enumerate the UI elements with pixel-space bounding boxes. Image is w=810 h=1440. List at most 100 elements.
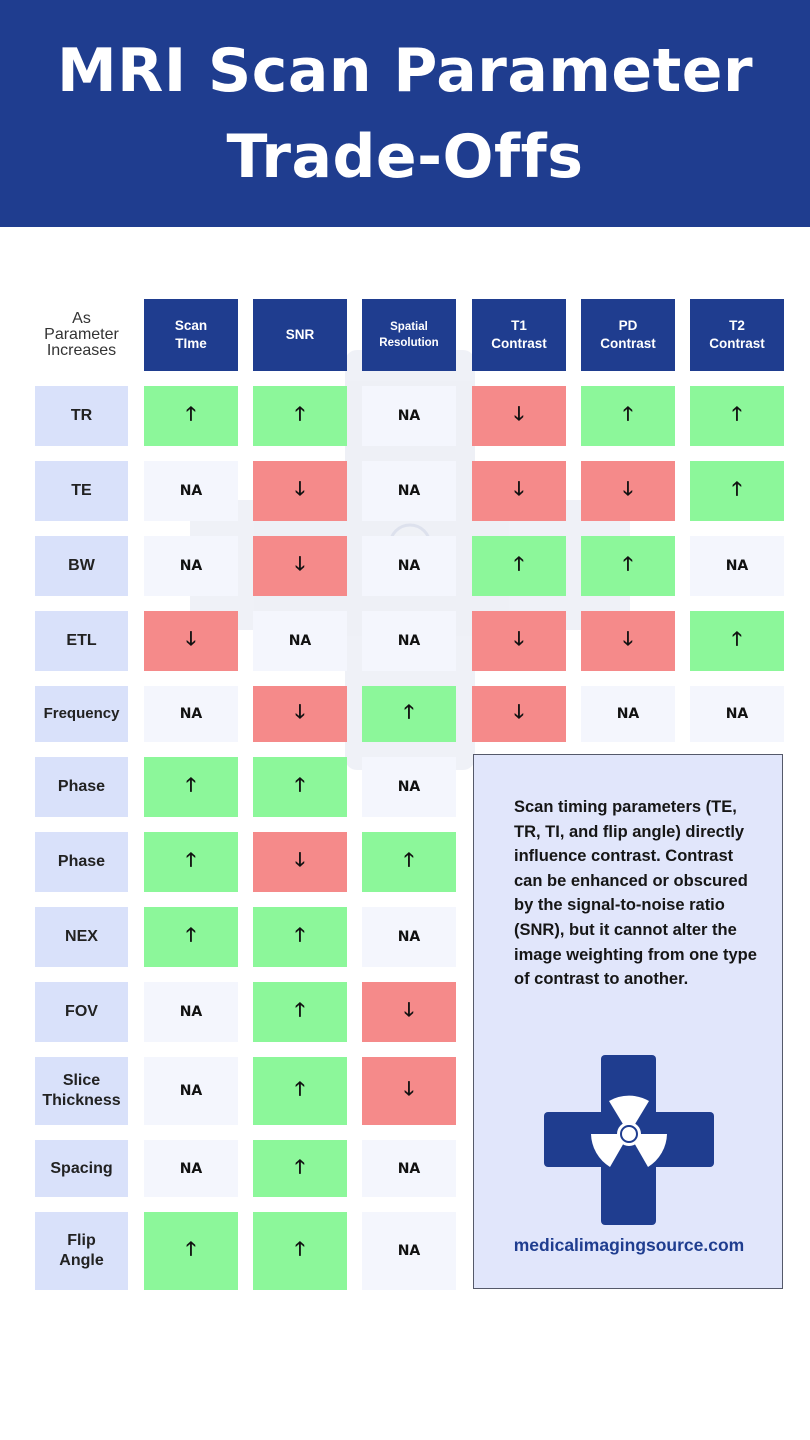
na-label: NA [397, 779, 421, 795]
row-header: Phase [35, 832, 128, 892]
na-cell: NA [362, 536, 456, 596]
na-cell: NA [144, 1057, 238, 1125]
decrease-cell: 🡓 [581, 461, 675, 521]
row-header: NEX [35, 907, 128, 967]
column-header: T2 Contrast [690, 299, 784, 371]
na-label: NA [397, 929, 421, 945]
arrow-down-icon: 🡓 [514, 701, 524, 723]
arrow-up-icon: 🡑 [186, 849, 196, 871]
decrease-cell: 🡓 [472, 686, 566, 742]
info-panel: Scan timing parameters (TE, TR, TI, and … [473, 754, 783, 1289]
na-cell: NA [362, 386, 456, 446]
arrow-up-icon: 🡑 [295, 1238, 305, 1260]
arrow-down-icon: 🡓 [295, 849, 305, 871]
arrow-down-icon: 🡓 [295, 701, 305, 723]
header-banner: MRI Scan Parameter Trade-Offs [0, 0, 810, 227]
arrow-up-icon: 🡑 [295, 1078, 305, 1100]
column-header: T1 Contrast [472, 299, 566, 371]
na-label: NA [616, 706, 640, 722]
na-label: NA [397, 633, 421, 649]
arrow-up-icon: 🡑 [404, 701, 414, 723]
row-header: Flip Angle [35, 1212, 128, 1290]
na-cell: NA [144, 536, 238, 596]
arrow-up-icon: 🡑 [732, 478, 742, 500]
row-header: FOV [35, 982, 128, 1042]
na-cell: NA [362, 1212, 456, 1290]
arrow-up-icon: 🡑 [186, 1238, 196, 1260]
increase-cell: 🡑 [362, 832, 456, 892]
decrease-cell: 🡓 [472, 461, 566, 521]
increase-cell: 🡑 [144, 757, 238, 817]
increase-cell: 🡑 [253, 982, 347, 1042]
na-cell: NA [362, 907, 456, 967]
arrow-up-icon: 🡑 [732, 403, 742, 425]
na-cell: NA [362, 757, 456, 817]
na-cell: NA [144, 1140, 238, 1197]
arrow-up-icon: 🡑 [295, 1155, 305, 1178]
arrow-down-icon: 🡓 [404, 1078, 414, 1100]
increase-cell: 🡑 [253, 1140, 347, 1197]
row-header: Spacing [35, 1140, 128, 1197]
arrow-down-icon: 🡓 [623, 478, 633, 500]
increase-cell: 🡑 [690, 461, 784, 521]
decrease-cell: 🡓 [581, 611, 675, 671]
arrow-up-icon: 🡑 [295, 924, 305, 946]
increase-cell: 🡑 [253, 1057, 347, 1125]
website-link[interactable]: medicalimagingsource.com [513, 1235, 745, 1255]
na-cell: NA [144, 461, 238, 521]
na-label: NA [397, 1160, 421, 1177]
column-header: SNR [253, 299, 347, 371]
increase-cell: 🡑 [253, 386, 347, 446]
na-label: NA [179, 1083, 203, 1099]
arrow-down-icon: 🡓 [295, 553, 305, 575]
na-label: NA [179, 1004, 203, 1020]
corner-label: As Parameter Increases [44, 310, 119, 359]
increase-cell: 🡑 [144, 907, 238, 967]
increase-cell: 🡑 [472, 536, 566, 596]
arrow-down-icon: 🡓 [295, 478, 305, 500]
arrow-up-icon: 🡑 [514, 553, 524, 575]
column-header: Scan TIme [144, 299, 238, 371]
increase-cell: 🡑 [253, 1212, 347, 1290]
na-cell: NA [581, 686, 675, 742]
na-label: NA [179, 1160, 203, 1177]
na-cell: NA [253, 611, 347, 671]
increase-cell: 🡑 [253, 757, 347, 817]
na-cell: NA [362, 461, 456, 521]
na-label: NA [725, 558, 749, 574]
row-header: TR [35, 386, 128, 446]
na-label: NA [179, 483, 203, 499]
na-label: NA [179, 558, 203, 574]
info-text: Scan timing parameters (TE, TR, TI, and … [514, 798, 757, 989]
decrease-cell: 🡓 [253, 461, 347, 521]
arrow-up-icon: 🡑 [186, 774, 196, 796]
increase-cell: 🡑 [253, 907, 347, 967]
na-cell: NA [144, 686, 238, 742]
row-header: Slice Thickness [35, 1057, 128, 1125]
na-cell: NA [362, 611, 456, 671]
row-header: Frequency [35, 686, 128, 742]
row-header: ETL [35, 611, 128, 671]
column-header: PD Contrast [581, 299, 675, 371]
increase-cell: 🡑 [581, 386, 675, 446]
arrow-down-icon: 🡓 [186, 628, 196, 650]
arrow-up-icon: 🡑 [623, 403, 633, 425]
decrease-cell: 🡓 [362, 1057, 456, 1125]
na-label: NA [725, 706, 749, 722]
increase-cell: 🡑 [690, 386, 784, 446]
decrease-cell: 🡓 [144, 611, 238, 671]
arrow-down-icon: 🡓 [404, 999, 414, 1021]
increase-cell: 🡑 [581, 536, 675, 596]
increase-cell: 🡑 [362, 686, 456, 742]
arrow-up-icon: 🡑 [295, 999, 305, 1021]
na-label: NA [179, 706, 203, 722]
decrease-cell: 🡓 [253, 686, 347, 742]
decrease-cell: 🡓 [253, 536, 347, 596]
na-cell: NA [690, 536, 784, 596]
arrow-up-icon: 🡑 [186, 924, 196, 946]
na-label: NA [397, 483, 421, 499]
increase-cell: 🡑 [144, 832, 238, 892]
arrow-down-icon: 🡓 [514, 478, 524, 500]
column-header: Spatial Resolution [362, 299, 456, 371]
na-label: NA [397, 558, 421, 574]
